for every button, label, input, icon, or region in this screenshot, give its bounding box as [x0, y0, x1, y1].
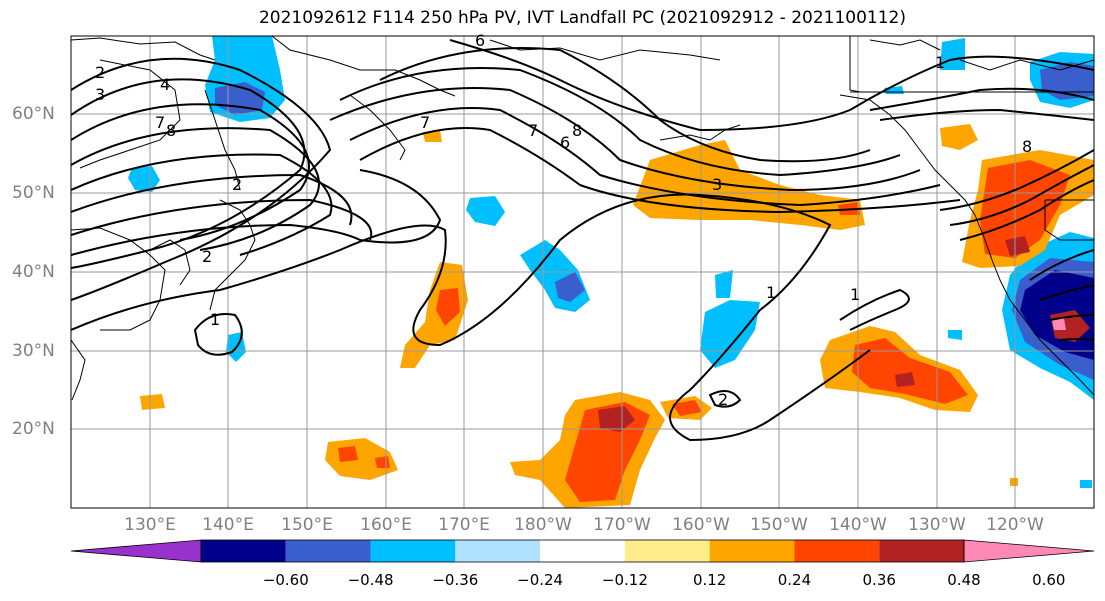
svg-text:2: 2 [718, 390, 728, 409]
lon-label: 140°W [829, 515, 887, 535]
colorbar-tick-label: −0.60 [262, 571, 309, 589]
svg-text:1: 1 [850, 285, 860, 304]
svg-text:8: 8 [166, 121, 176, 140]
colorbar [70, 539, 1095, 563]
svg-text:7: 7 [155, 113, 165, 132]
svg-text:8: 8 [1022, 137, 1032, 156]
svg-text:2: 2 [232, 175, 242, 194]
pos-anomaly-central-pacific [400, 262, 468, 368]
lat-label: 20°N [12, 419, 55, 439]
colorbar-tick-label: 0.12 [692, 571, 727, 589]
svg-text:4: 4 [160, 75, 170, 94]
svg-text:6: 6 [560, 133, 570, 152]
lon-label: 160°E [360, 515, 412, 535]
pv-contours [71, 39, 1094, 442]
colorbar-tick-label: −0.12 [601, 571, 648, 589]
svg-text:1: 1 [935, 53, 945, 72]
lat-label: 50°N [12, 183, 55, 203]
lon-label: 150°E [281, 515, 333, 535]
svg-text:1: 1 [210, 310, 220, 329]
colorbar-tick-label: −0.36 [432, 571, 479, 589]
colorbar-tick-label: −0.48 [347, 571, 394, 589]
svg-text:7: 7 [420, 113, 430, 132]
lat-label: 30°N [12, 341, 55, 361]
map-panel: 2 3 4 7 8 6 7 6 8 2 2 1 3 1 1 2 1 7 8 [70, 31, 1095, 509]
colorbar-segment [455, 540, 541, 562]
svg-text:7: 7 [528, 121, 538, 140]
colorbar-tick-label: 0.48 [947, 571, 981, 589]
colorbar-tick-label: 0.36 [862, 571, 896, 589]
colorbar-tick-label: 0.60 [1032, 571, 1066, 589]
lon-label: 170°W [593, 515, 651, 535]
colorbar-extend-low [70, 539, 202, 563]
neg-anomaly-small-1 [128, 166, 160, 192]
svg-text:6: 6 [475, 31, 485, 50]
lon-label: 170°E [438, 515, 490, 535]
colorbar-segment [624, 540, 710, 562]
svg-text:1: 1 [766, 283, 776, 302]
svg-text:8: 8 [572, 121, 582, 140]
colorbar-segment [794, 540, 880, 562]
colorbar-segment [285, 540, 371, 562]
lon-label: 180°W [514, 515, 572, 535]
lat-label: 40°N [12, 262, 55, 282]
svg-text:2: 2 [95, 63, 105, 82]
colorbar-tick-label: −0.24 [517, 571, 564, 589]
colorbar-tick-label: 0.24 [777, 571, 812, 589]
contour-labels: 2 3 4 7 8 6 7 6 8 2 2 1 3 1 1 2 1 7 8 [95, 31, 1032, 409]
lon-label: 120°W [986, 515, 1044, 535]
colorbar-segment [709, 540, 795, 562]
colorbar-extend-high [963, 539, 1095, 563]
plot-frame [70, 35, 1095, 509]
colorbar-frame [200, 539, 965, 563]
colorbar-segment [540, 540, 625, 562]
lon-label: 140°E [202, 515, 254, 535]
pos-anomaly-gulf-alaska-west [633, 140, 865, 230]
svg-text:3: 3 [712, 175, 722, 194]
svg-text:3: 3 [95, 85, 105, 104]
lon-label: 130°E [124, 515, 176, 535]
neg-anomaly-east-central [700, 300, 760, 368]
colorbar-segment [879, 540, 964, 562]
lon-label: 130°W [908, 515, 966, 535]
colorbar-segment [370, 540, 456, 562]
lon-label: 160°W [672, 515, 730, 535]
map-title: 2021092612 F114 250 hPa PV, IVT Landfall… [258, 8, 906, 28]
graticule [71, 36, 1094, 508]
colorbar-segment [201, 540, 286, 562]
ivt-shading [128, 36, 1094, 508]
svg-text:2: 2 [202, 247, 212, 266]
lon-label: 150°W [750, 515, 808, 535]
lat-label: 60°N [12, 104, 55, 124]
